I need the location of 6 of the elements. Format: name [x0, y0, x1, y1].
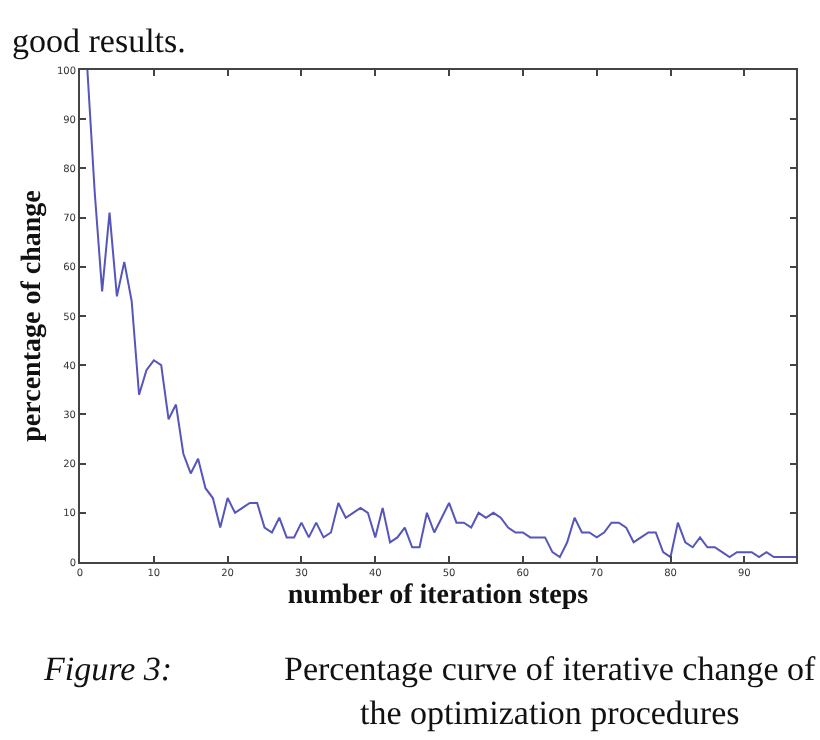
- line-series: [86, 70, 796, 559]
- caption: Figure 3:: [42, 650, 173, 688]
- y-axis-title: percentage of change: [18, 190, 49, 442]
- x-axis-title: number of iteration steps: [287, 580, 590, 611]
- text: good results.: [12, 22, 186, 60]
- text: Percentage curve of iterative change of the optimization procedures: [284, 650, 817, 733]
